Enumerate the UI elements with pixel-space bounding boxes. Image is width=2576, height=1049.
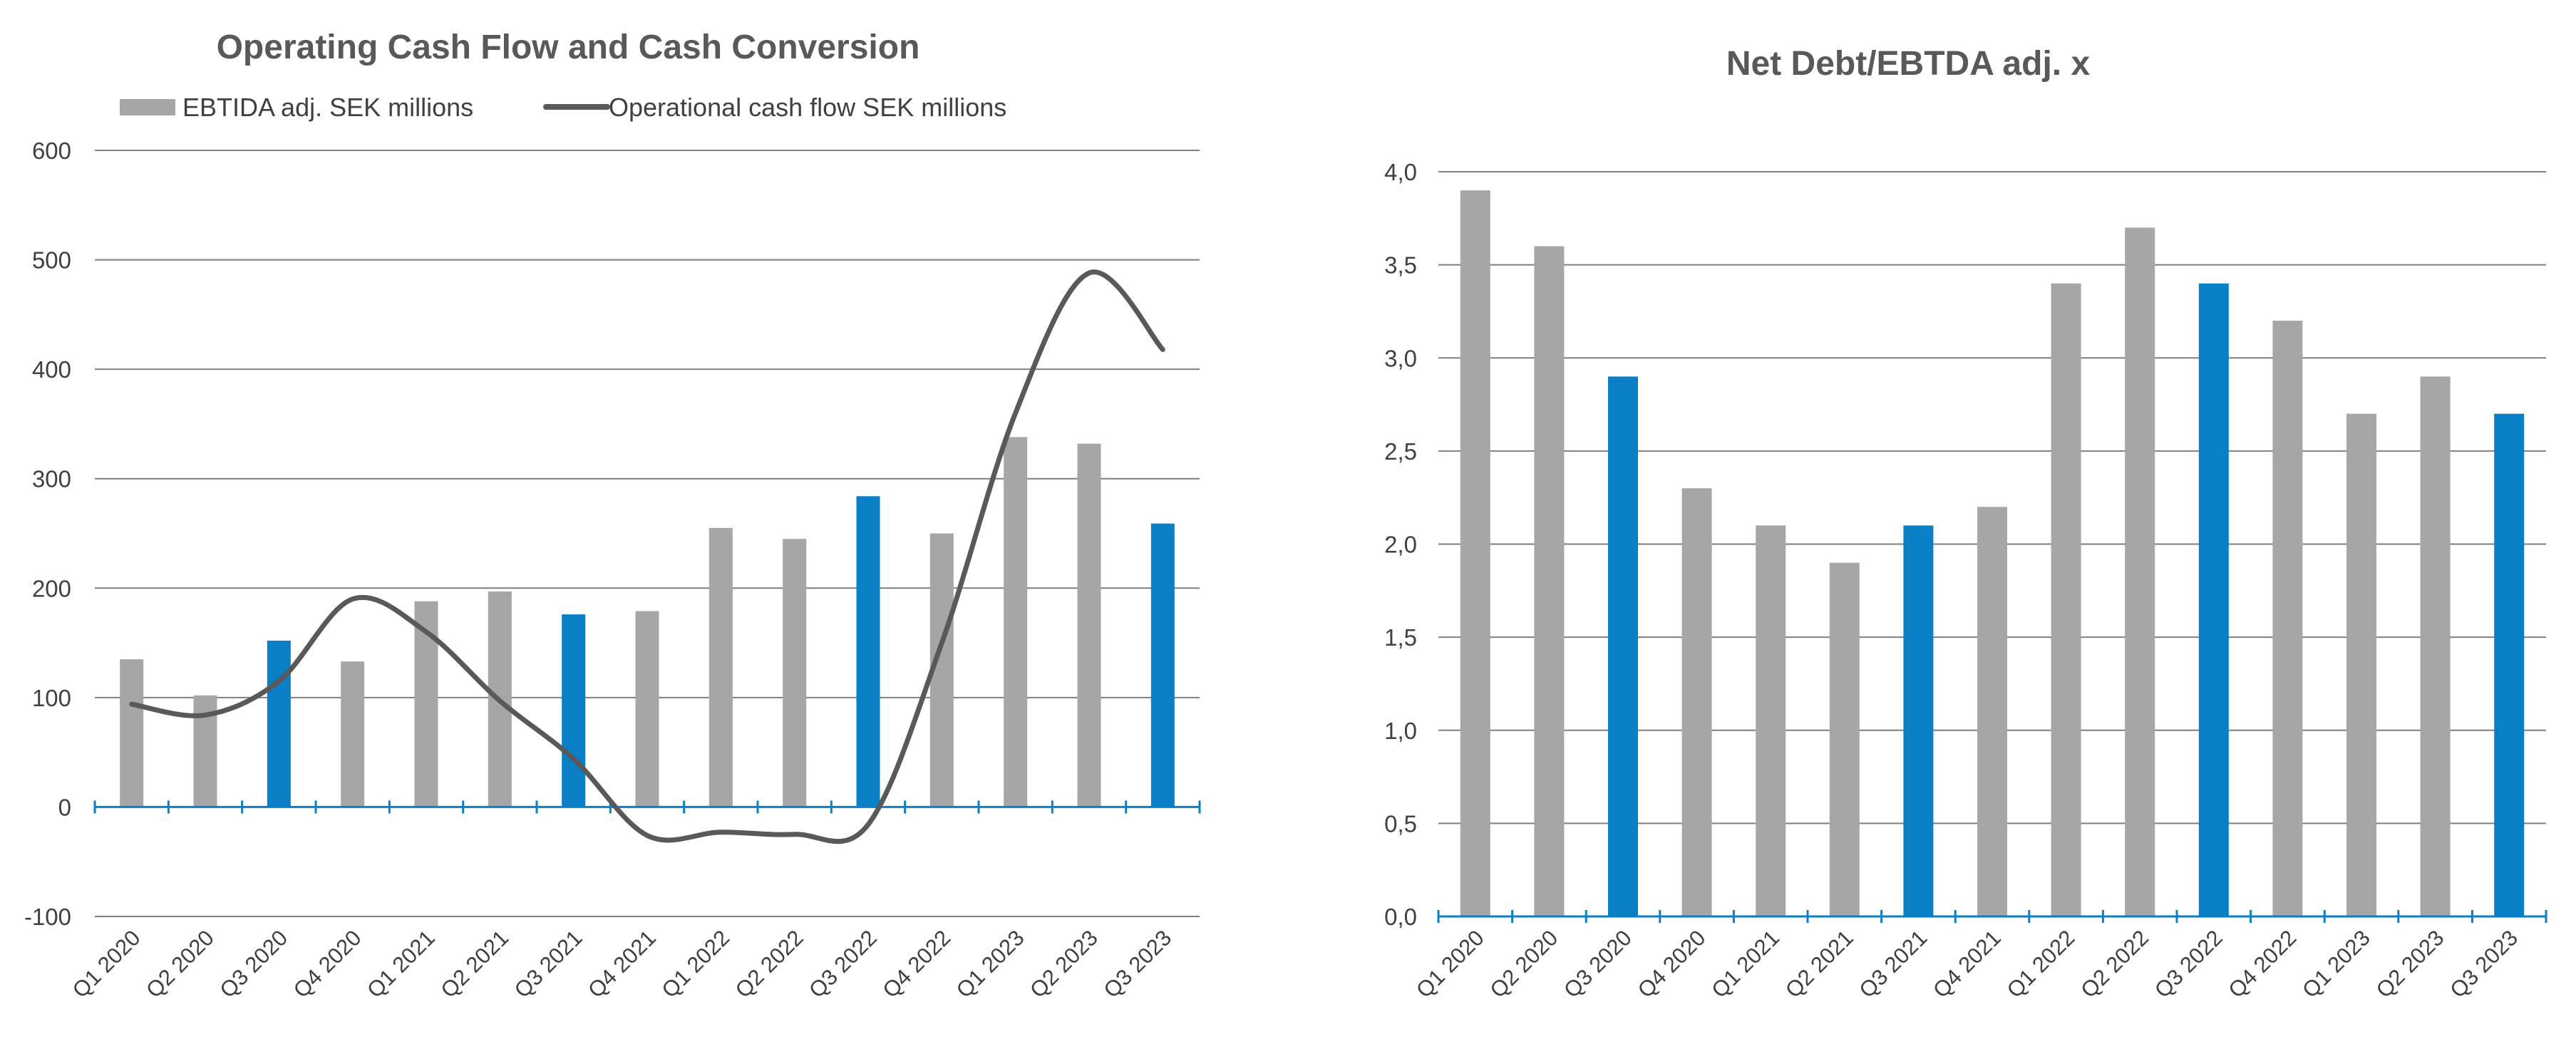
legend-bar-label: EBTIDA adj. SEK millions: [182, 93, 473, 122]
x-tick-label: Q4 2020: [1633, 925, 1711, 1003]
chart2-bars: [1460, 190, 2525, 916]
y-tick-label: 100: [32, 685, 71, 711]
x-tick-label: Q2 2023: [2371, 925, 2449, 1003]
operating-cash-flow-chart: Operating Cash Flow and Cash Conversion …: [24, 29, 1201, 1003]
x-tick-label: Q1 2020: [68, 925, 145, 1003]
y-tick-label: 0,0: [1384, 904, 1417, 930]
bar-q2-2020: [1534, 246, 1565, 916]
x-tick-label: Q1 2021: [1706, 925, 1784, 1003]
y-tick-label: 1,5: [1384, 624, 1417, 651]
x-tick-label: Q4 2022: [877, 925, 955, 1003]
bar-q3-2023: [1150, 523, 1175, 807]
y-tick-label: 500: [32, 247, 71, 274]
x-tick-label: Q2 2022: [2076, 925, 2153, 1003]
chart2-title: Net Debt/EBTDA adj. x: [1726, 45, 2091, 83]
bar-q1-2020: [1460, 190, 1490, 916]
legend-line-label: Operational cash flow SEK millions: [609, 93, 1006, 122]
bar-q4-2021: [635, 611, 659, 807]
x-tick-label: Q3 2023: [1098, 925, 1176, 1003]
y-tick-label: 200: [32, 575, 71, 601]
chart1-bars: [120, 437, 1175, 807]
bar-q3-2022: [856, 496, 880, 807]
y-tick-label: 0,5: [1384, 810, 1417, 837]
x-tick-label: Q2 2021: [436, 925, 513, 1003]
x-tick-label: Q3 2020: [215, 925, 292, 1003]
bar-q1-2023: [2346, 413, 2376, 916]
x-tick-label: Q3 2023: [2445, 925, 2523, 1003]
bar-q2-2023: [1077, 443, 1101, 807]
bar-q2-2021: [1829, 562, 1860, 916]
x-tick-label: Q4 2021: [1928, 925, 2006, 1003]
x-tick-label: Q1 2023: [2297, 925, 2375, 1003]
bar-q3-2023: [2494, 413, 2525, 916]
x-tick-label: Q2 2020: [141, 925, 219, 1003]
bar-q4-2022: [2272, 321, 2303, 916]
bar-q1-2020: [120, 659, 144, 807]
bar-q1-2022: [2051, 283, 2081, 916]
y-tick-label: 0: [58, 794, 71, 820]
operational-cash-flow-line: [129, 269, 1165, 844]
chart1-y-tick-labels: 600 500 400 300 200 100 0 -100: [24, 138, 71, 930]
bar-q2-2022: [2125, 227, 2155, 916]
chart2-y-tick-labels: 4,0 3,5 3,0 2,5 2,0 1,5 1,0 0,5 0,0: [1384, 159, 1417, 930]
x-tick-label: Q2 2022: [731, 925, 808, 1003]
x-tick-label: Q2 2021: [1781, 925, 1858, 1003]
net-debt-ebitda-chart: Net Debt/EBTDA adj. x 4,0 3,5 3,0 2,5 2,0 1,5…: [1384, 45, 2547, 1003]
y-tick-label: 400: [32, 356, 71, 383]
y-tick-label: 2,5: [1384, 438, 1417, 465]
x-tick-label: Q1 2022: [656, 925, 734, 1003]
x-tick-label: Q1 2023: [952, 925, 1029, 1003]
y-tick-label: 2,0: [1384, 532, 1417, 558]
bar-q3-2020: [267, 641, 291, 807]
y-tick-label: -100: [24, 904, 71, 930]
x-tick-label: Q3 2020: [1559, 925, 1637, 1003]
chart2-x-axis: [1437, 910, 2547, 923]
x-tick-label: Q1 2021: [362, 925, 440, 1003]
chart1-title: Operating Cash Flow and Cash Conversion: [217, 29, 920, 66]
chart1-legend: EBTIDA adj. SEK millions Operational cas…: [120, 93, 1006, 122]
bar-q3-2020: [1608, 376, 1638, 916]
y-tick-label: 3,5: [1384, 252, 1417, 279]
bar-q1-2021: [1756, 525, 1786, 916]
bar-q3-2022: [2198, 283, 2229, 916]
x-tick-label: Q3 2022: [804, 925, 882, 1003]
x-tick-label: Q1 2020: [1411, 925, 1489, 1003]
bar-q2-2023: [2420, 376, 2451, 916]
x-tick-label: Q4 2021: [583, 925, 661, 1003]
y-tick-label: 3,0: [1384, 345, 1417, 371]
chart1-x-axis: [93, 800, 1201, 814]
bar-q1-2022: [709, 527, 733, 807]
x-tick-label: Q4 2022: [2223, 925, 2301, 1003]
bar-q4-2020: [1681, 488, 1712, 916]
x-tick-label: Q3 2021: [1854, 925, 1932, 1003]
bar-q3-2021: [1903, 525, 1934, 916]
x-tick-label: Q3 2021: [510, 925, 587, 1003]
bar-q4-2021: [1977, 507, 2007, 916]
legend-bar-swatch: [120, 99, 175, 115]
y-tick-label: 600: [32, 138, 71, 164]
bar-q4-2020: [341, 661, 365, 807]
x-tick-label: Q2 2023: [1025, 925, 1103, 1003]
x-tick-label: Q4 2020: [289, 925, 366, 1003]
bar-q3-2021: [562, 614, 586, 807]
bar-q2-2022: [783, 539, 807, 807]
x-tick-label: Q1 2022: [2002, 925, 2080, 1003]
y-tick-label: 1,0: [1384, 718, 1417, 744]
bar-q1-2023: [1004, 437, 1028, 807]
x-tick-label: Q2 2020: [1485, 925, 1562, 1003]
y-tick-label: 300: [32, 466, 71, 492]
y-tick-label: 4,0: [1384, 159, 1417, 185]
x-tick-label: Q3 2022: [2150, 925, 2227, 1003]
